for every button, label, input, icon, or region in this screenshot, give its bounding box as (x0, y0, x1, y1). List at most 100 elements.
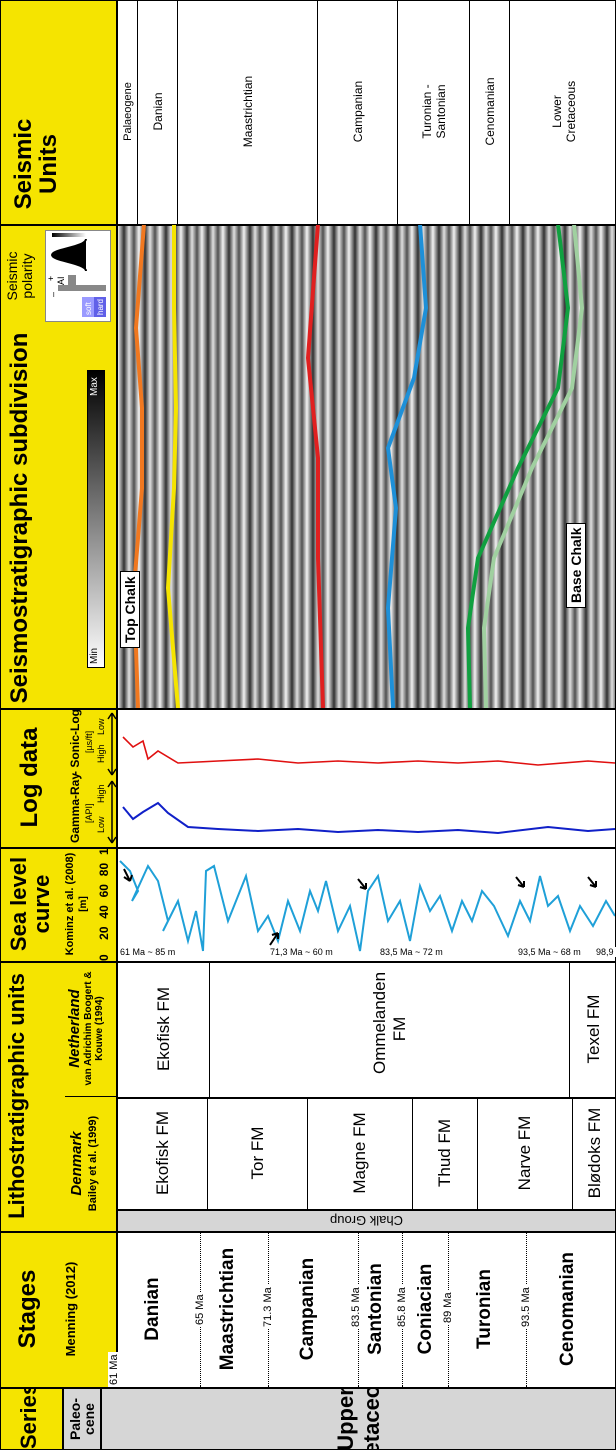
dk-magne: Magne FM (308, 1097, 413, 1209)
header-sea-level: Sea level curve Kominz et al. (2008) [m]… (0, 848, 117, 962)
sonic-label: - Sonic-Log (68, 709, 82, 775)
sea-level-scale: 020406080100 (97, 851, 113, 957)
log-curves (118, 710, 615, 847)
netherland-column: Ekofisk FM Ommelanden FM Texel FM (117, 962, 616, 1098)
sea-label-835: 83,5 Ma ~ 72 m (380, 947, 443, 957)
sea-label-989: 98,9 Ma ~ 55 m (596, 947, 616, 957)
sonic-high: High (96, 744, 106, 763)
netherland-ref: van Adrichim Boogert & Kouwe (1994) (83, 961, 105, 1096)
seismo-title: Seismostratigraphic subdivision (7, 328, 32, 708)
sea-level-line (120, 861, 615, 951)
stages-column: Danian Maastrichtian Campanian Santonian… (117, 1232, 616, 1388)
header-stages: Stages Menning (2012) (0, 1232, 117, 1388)
su-danian: Danian (138, 0, 178, 224)
label-base-chalk: Base Chalk (566, 523, 586, 608)
nl-ekofisk: Ekofisk FM (118, 961, 210, 1097)
age-65: 65 Ma (194, 1292, 206, 1327)
litho-divider (65, 1096, 118, 1097)
stage-maastrichtian: Maastrichtian (208, 1231, 248, 1387)
nl-ommelanden: Ommelanden FM (210, 961, 570, 1097)
sea-level-tick-label: 20 (97, 926, 111, 939)
log-data-title: Log data (17, 708, 42, 847)
nl-texel: Texel FM (570, 961, 616, 1097)
sea-level-panel: 61 Ma ~ 85 m 71,3 Ma ~ 60 m 83,5 Ma ~ 72… (117, 848, 616, 962)
header-series: Series (0, 1388, 63, 1450)
polarity-soft: soft (84, 302, 93, 315)
dk-narve: Narve FM (478, 1097, 573, 1209)
polarity-ai: AI (56, 276, 66, 285)
series-title: Series (17, 1387, 40, 1449)
age-935: 93.5 Ma (520, 1285, 532, 1329)
age-713: 71.3 Ma (262, 1285, 274, 1329)
chalk-group: Chalk Group (117, 1210, 616, 1232)
denmark-ref: Bailey et al. (1999) (87, 1096, 99, 1231)
header-seismo: Seismostratigraphic subdivision Min Max … (0, 225, 117, 709)
stage-cenomanian: Cenomanian (533, 1231, 603, 1387)
seismic-units-title: Seismic Units (11, 104, 61, 224)
gamma-low: Low (96, 816, 106, 833)
sea-level-tick-label: 0 (97, 954, 111, 961)
dk-blodoks: Blødoks FM (573, 1097, 616, 1209)
gamma-high: High (96, 784, 106, 803)
su-palaeogene: Palaeogene (118, 0, 138, 224)
sea-label-61: 61 Ma ~ 85 m (120, 947, 175, 957)
series-paleocene: Paleo-cene (63, 1388, 101, 1450)
sea-level-tick-label: 60 (97, 884, 111, 897)
sea-level-title: Sea level curve (7, 847, 53, 961)
seismic-units-column: Palaeogene Danian Maastrichtian Campania… (117, 0, 616, 225)
sea-level-unit: [m] (78, 847, 89, 961)
dk-ekofisk: Ekofisk FM (118, 1097, 208, 1209)
stage-turonian: Turonian (450, 1231, 520, 1387)
netherland-label: Netherland (66, 961, 83, 1096)
colorbar-min: Min (89, 648, 100, 664)
su-lower-cretaceous: Lower Cretaceous (510, 0, 616, 224)
su-turonian: Turonian - Santonian (398, 0, 470, 224)
sea-level-tick-label: 80 (97, 863, 111, 876)
su-maastrichtian: Maastrichtian (178, 0, 318, 224)
age-858: 85.8 Ma (396, 1285, 408, 1329)
dk-thud: Thud FM (413, 1097, 478, 1209)
gamma-ray-log (123, 803, 615, 833)
header-log-data: Log data Gamma-Ray - Sonic-Log [API] [µs… (0, 709, 117, 848)
seismic-section: Top Chalk Base Chalk (117, 225, 616, 709)
sonic-log (123, 737, 615, 765)
stages-title: Stages (15, 1231, 40, 1387)
stage-campanian: Campanian (278, 1231, 338, 1387)
su-cenomanian: Cenomanian (470, 0, 510, 224)
header-seismic-units: Seismic Units (0, 0, 117, 225)
sea-level-tick-label: 40 (97, 905, 111, 918)
horizon-maastrichtian (308, 224, 323, 708)
sea-level-ref: Kominz et al. (2008) (64, 847, 76, 961)
denmark-column: Ekofisk FM Tor FM Magne FM Thud FM Narve… (117, 1098, 616, 1210)
sonic-low: Low (96, 718, 106, 735)
sea-level-curve (118, 849, 615, 961)
label-top-chalk: Top Chalk (120, 571, 140, 648)
polarity-title: Seismic polarity (5, 228, 36, 324)
sea-label-713: 71,3 Ma ~ 60 m (270, 947, 333, 957)
stage-santonian: Santonian (356, 1231, 396, 1387)
gamma-label: Gamma-Ray (68, 773, 82, 843)
age-835: 83.5 Ma (350, 1285, 362, 1329)
polarity-hard: hard (96, 299, 105, 315)
litho-title: Lithostratigraphic units (5, 961, 28, 1231)
amplitude-colorbar (87, 370, 105, 668)
colorbar-max: Max (89, 377, 100, 396)
age-61: 61 Ma (108, 1352, 120, 1387)
horizon-campanian (388, 224, 426, 708)
dk-tor: Tor FM (208, 1097, 308, 1209)
age-89: 89 Ma (442, 1290, 454, 1325)
su-campanian: Campanian (318, 0, 398, 224)
polarity-plus: + (46, 276, 56, 281)
header-litho: Lithostratigraphic units Denmark Bailey … (0, 962, 117, 1232)
stage-danian: Danian (118, 1231, 188, 1387)
polarity-box: soft hard AI – + (45, 230, 111, 322)
sonic-unit: [µs/ft] (84, 731, 94, 753)
stages-ref: Menning (2012) (63, 1231, 78, 1387)
polarity-minus: – (48, 292, 58, 297)
horizon-danian (168, 224, 178, 708)
series-upper-cretaceous: Upper Cretaceous (101, 1388, 616, 1450)
denmark-label: Denmark (68, 1096, 85, 1231)
sea-label-935: 93,5 Ma ~ 68 m (518, 947, 581, 957)
horizons (118, 224, 616, 708)
